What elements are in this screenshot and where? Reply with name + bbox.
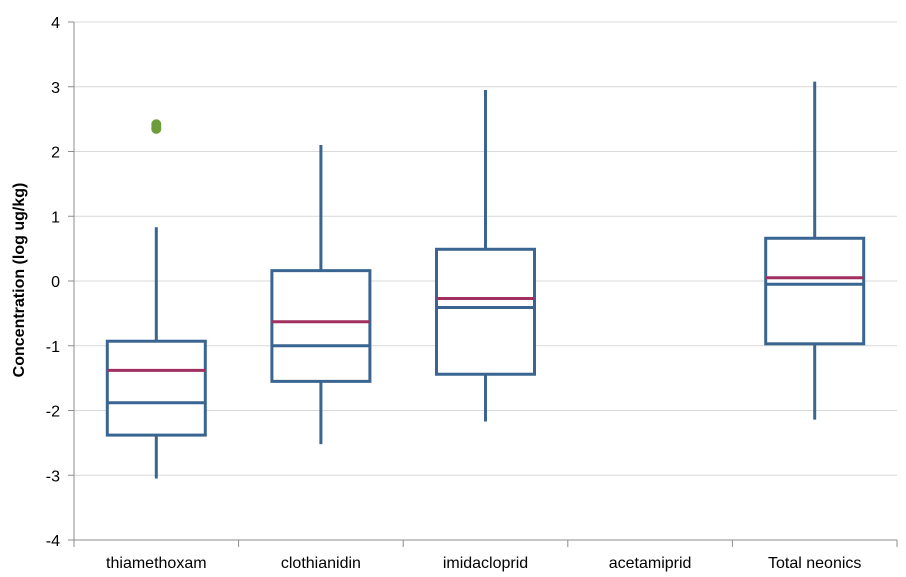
x-tick-label: clothianidin: [281, 555, 361, 572]
x-tick-label: imidacloprid: [443, 555, 528, 572]
y-tick-label: 3: [51, 80, 60, 97]
box-imidacloprid: [435, 89, 536, 422]
y-tick-label: -1: [46, 339, 60, 356]
y-tick-label: -4: [46, 533, 60, 550]
y-tick-labels: -4 -3 -2 -1 0 1 2 3 4: [46, 15, 60, 550]
iqr-box: [435, 247, 536, 376]
y-tick-label: 0: [51, 274, 60, 291]
iqr-box: [105, 339, 207, 437]
box-total-neonics: [764, 81, 866, 420]
box-clothianidin: [270, 145, 372, 445]
y-axis-title: Concentration (log ug/kg): [11, 183, 28, 378]
y-tick-label: -3: [46, 468, 60, 485]
x-tick-label: Total neonics: [768, 555, 861, 572]
x-tick-label: acetamiprid: [609, 555, 692, 572]
axes: [68, 21, 898, 547]
outlier-point: [151, 119, 162, 130]
y-tick-label: -2: [46, 404, 60, 421]
y-tick-label: 2: [51, 145, 60, 162]
boxes: [105, 81, 866, 479]
box-thiamethoxam: [105, 119, 207, 479]
x-tick-label: thiamethoxam: [106, 555, 207, 572]
iqr-box: [764, 236, 866, 346]
iqr-box: [270, 269, 372, 383]
y-tick-label: 4: [51, 15, 60, 32]
y-tick-label: 1: [51, 209, 60, 226]
x-tick-labels: thiamethoxam clothianidin imidacloprid acet…: [106, 555, 861, 572]
